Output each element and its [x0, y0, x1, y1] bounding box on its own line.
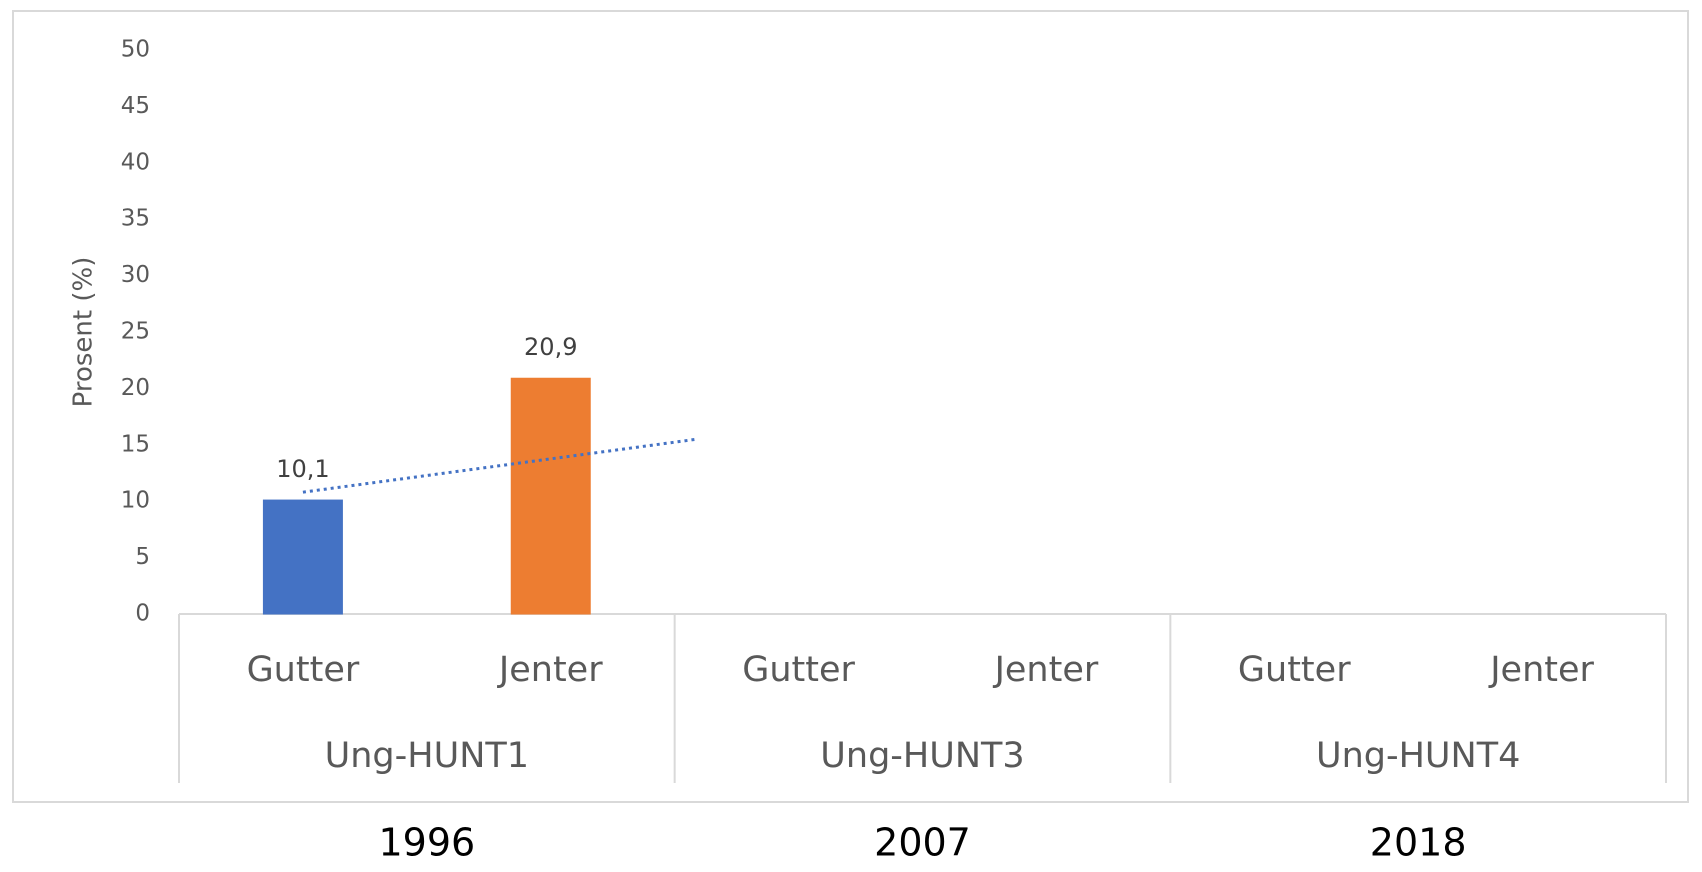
y-tick-label: 35 [121, 206, 150, 232]
x-tick-label: Gutter [742, 650, 855, 690]
y-tick-label: 40 [121, 149, 150, 175]
x-tick-label: Jenter [497, 650, 603, 690]
group-label: Ung-HUNT3 [820, 736, 1024, 776]
group-label: Ung-HUNT4 [1316, 736, 1520, 776]
group-label: Ung-HUNT1 [325, 736, 529, 776]
y-tick-label: 25 [121, 319, 150, 345]
data-label: 10,1 [276, 455, 329, 483]
y-tick-label: 10 [121, 488, 150, 514]
chart-border [12, 10, 1689, 803]
y-tick-label: 0 [135, 601, 150, 627]
x-tick-label: Gutter [247, 650, 360, 690]
year-label: 2018 [1370, 821, 1467, 865]
year-label: 2007 [874, 821, 971, 865]
y-tick-label: 30 [121, 262, 150, 288]
y-axis-title: Prosent (%) [69, 257, 99, 408]
y-tick-label: 20 [121, 375, 150, 401]
x-tick-label: Jenter [1488, 650, 1594, 690]
y-tick-label: 50 [121, 37, 150, 63]
bar [510, 377, 591, 615]
x-tick-label: Gutter [1238, 650, 1351, 690]
bar [262, 499, 343, 615]
x-tick-label: Jenter [993, 650, 1099, 690]
data-label: 20,9 [524, 333, 577, 361]
year-label: 1996 [378, 821, 475, 865]
y-tick-label: 15 [121, 431, 150, 457]
trendline [302, 437, 698, 494]
y-tick-label: 5 [135, 544, 150, 570]
y-tick-label: 45 [121, 93, 150, 119]
